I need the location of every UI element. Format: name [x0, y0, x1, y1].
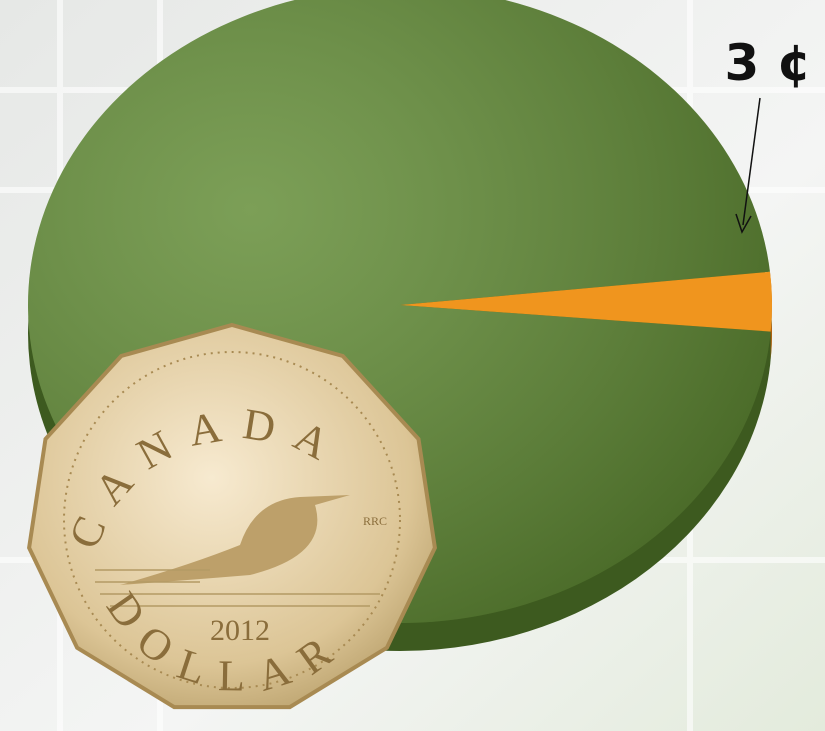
annotation-arrow [742, 97, 761, 226]
coin-rim [63, 351, 401, 689]
coin-loon [120, 495, 350, 585]
pie-slice [400, 271, 773, 332]
coin-year: 2012 [210, 614, 270, 647]
coin-body [27, 322, 437, 710]
coin-mint-mark: RRC [363, 514, 387, 528]
coin: CANADA DOLLAR 2012 RRC [27, 322, 437, 710]
coin-water [95, 569, 380, 607]
value-label: 3 ¢ [725, 34, 812, 92]
annotation-arrowhead [735, 213, 752, 234]
